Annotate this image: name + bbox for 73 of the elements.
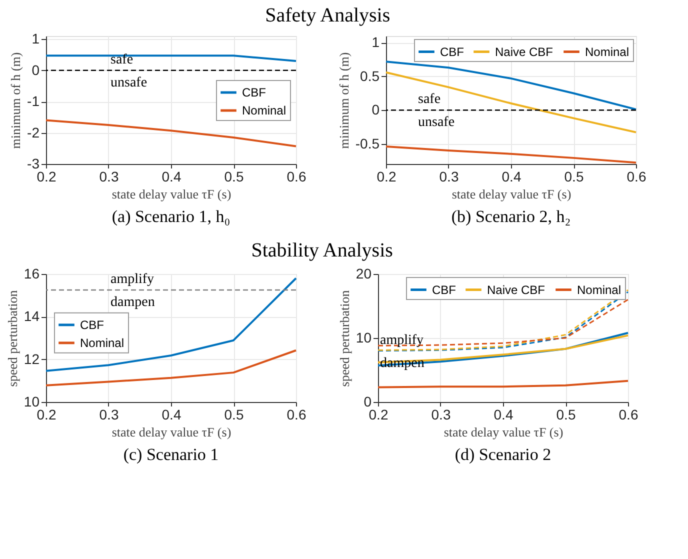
annotation: safe [418,92,441,108]
line-series [377,380,629,388]
y-tick-label: -2 [27,124,40,140]
x-tick-label: 0.5 [556,406,576,422]
x-tick-label: 0.2 [368,406,388,422]
y-tick-label: 10 [356,330,372,346]
annotation: unsafe [110,75,148,90]
x-tick-label: 0.3 [99,406,119,422]
x-tick-label: 0.5 [224,168,244,184]
x-tick-label: 0.4 [162,406,182,422]
x-tick-label: 0.3 [439,168,459,184]
x-axis-title: state delay value τF (s) [444,424,564,440]
y-tick-label: 0.5 [360,68,380,84]
legend-label: CBF [242,86,266,100]
y-axis-title: minimum of h (m) [336,52,352,149]
x-tick-label: 0.3 [431,406,451,422]
chart-title: Stability Analysis [251,240,394,262]
annotation: unsafe [418,115,455,130]
x-tick-label: 0.4 [494,406,514,422]
line-series [385,71,637,134]
line-series [45,349,297,386]
x-tick-label: 0.5 [224,406,244,422]
x-tick-label: 0.4 [162,168,182,184]
legend-label: Nominal [585,44,630,59]
x-tick-label: 0.6 [286,168,306,184]
y-tick-label: 10 [24,394,40,410]
y-axis-title: minimum of h (m) [8,52,24,149]
legend-label: Naive CBF [495,44,554,59]
text: (d) Scenario 2 [454,445,552,464]
legend-label: Naive CBF [487,282,546,297]
x-tick-label: 0.6 [626,168,646,184]
line-series [385,60,637,110]
x-tick-label: 0.6 [286,406,306,422]
y-axis-title: speed perturbation [336,290,352,387]
y-tick-label: 1 [372,34,380,50]
legend-label: CBF [432,282,456,297]
x-tick-label: 0.4 [502,168,522,184]
y-tick-label: 0 [372,102,380,118]
y-tick-label: 16 [24,266,40,282]
legend-label: CBF [80,318,104,332]
annotation: safe [110,52,134,68]
text: (c) Scenario 1 [123,445,219,464]
x-axis-title: state delay value τF (s) [112,186,232,202]
y-tick-label: 14 [24,308,40,324]
x-tick-label: 0.3 [99,168,119,184]
text: (a) Scenario 1, h₀ [112,207,230,226]
y-tick-label: -3 [27,156,40,172]
line-series [45,119,297,148]
x-axis-title: state delay value τF (s) [112,424,232,440]
x-tick-label: 0.5 [564,168,584,184]
legend-label: CBF [440,44,464,59]
annotation: amplify [110,272,154,287]
y-tick-label: 1 [32,30,40,47]
annotation: dampen [110,295,155,310]
legend-label: Nominal [242,104,286,118]
x-tick-label: 0.6 [618,406,638,422]
x-tick-label: 0.2 [376,168,396,184]
x-tick-label: 0.2 [36,168,56,184]
chart-title: Safety Analysis [265,4,390,27]
y-tick-label: 0 [32,62,40,78]
x-tick-label: 0.2 [36,406,56,422]
annotation: amplify [380,332,424,348]
y-tick-label: 20 [356,266,372,282]
line-series [377,298,629,346]
legend-label: Nominal [577,282,622,297]
y-axis-title: speed perturbation [4,290,20,387]
y-tick-label: -1 [27,93,40,110]
y-tick-label: 12 [24,350,40,367]
legend-label: Nominal [80,336,124,350]
x-axis-title: state delay value τF (s) [452,186,572,202]
y-tick-label: -0.5 [355,135,380,152]
y-tick-label: 0 [364,394,372,410]
text: (b) Scenario 2, h₂ [451,207,571,226]
